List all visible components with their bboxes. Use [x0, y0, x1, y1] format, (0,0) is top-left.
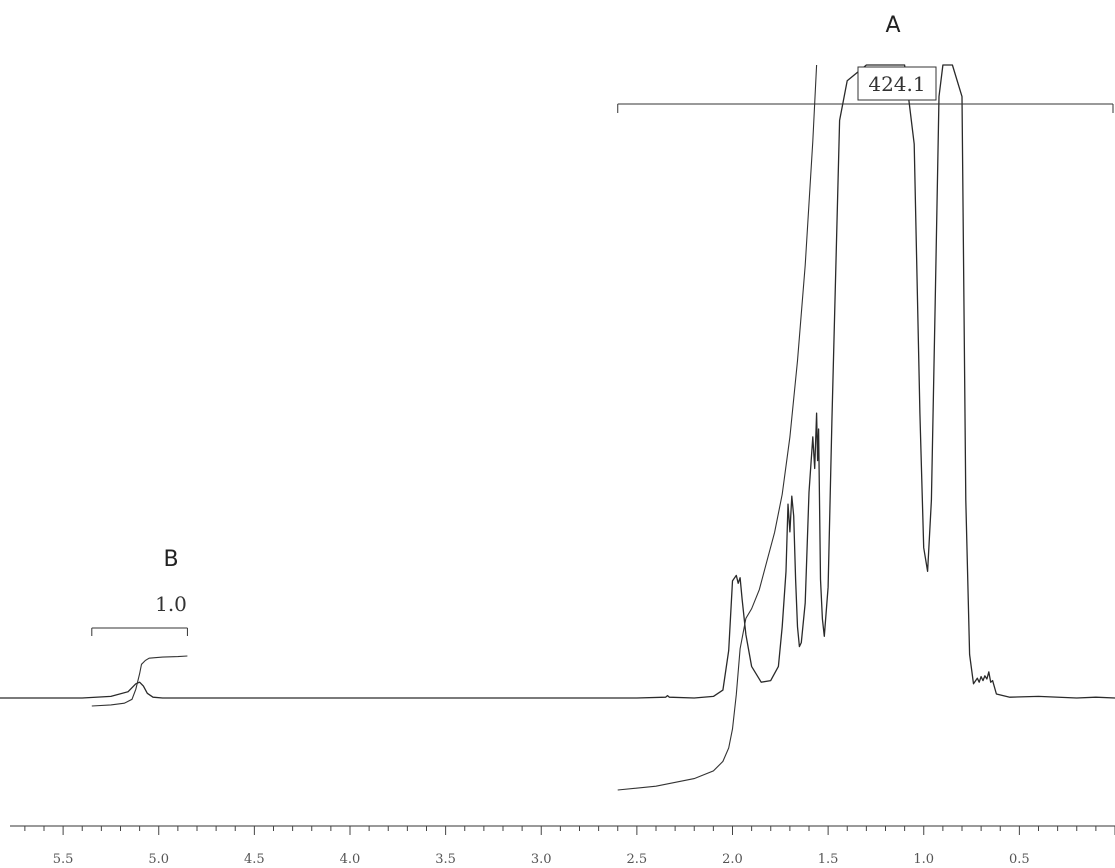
x-tick-label: 4.0: [340, 852, 361, 867]
x-tick-label: 2.0: [722, 852, 743, 867]
region-a-integral-value: 424.1: [868, 72, 925, 96]
x-tick-label: 3.0: [531, 852, 552, 867]
x-tick-label: 5.5: [53, 852, 74, 867]
x-tick-label: 0.5: [1009, 852, 1030, 867]
x-tick-label: 1.5: [818, 852, 839, 867]
region-b-label: B: [163, 547, 178, 572]
x-axis: 5.5 5.0 4.5 4.0 3.5 3.0 2.5 2.0 1.5 1.0 0.5: [10, 825, 1115, 867]
integral-curve-a: [617, 64, 818, 791]
x-tick-label: 4.5: [244, 852, 265, 867]
spectrum-trace: [0, 64, 1115, 699]
x-tick-label: 2.5: [627, 852, 648, 867]
x-tick-label: 5.0: [148, 852, 169, 867]
region-a-label: A: [885, 13, 900, 38]
region-b-integral-value: 1.0: [155, 592, 187, 616]
x-tick-label: 3.5: [435, 852, 456, 867]
integration-annotations: A B 1.0 424.1: [91, 13, 1114, 636]
region-a-value-box: [857, 66, 937, 101]
x-tick-label: 1.0: [913, 852, 934, 867]
integral-curves-group: [91, 64, 818, 791]
integral-curve-b: [91, 655, 188, 707]
spectrum-trace-group: [0, 64, 1115, 699]
